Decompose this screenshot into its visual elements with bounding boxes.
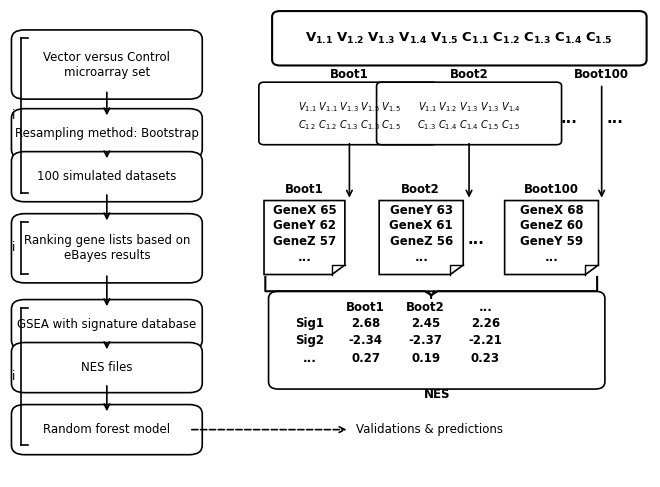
Polygon shape [379,201,463,275]
Text: Boot2: Boot2 [401,183,440,196]
Text: 2.26: 2.26 [471,317,500,330]
Text: GeneZ 56: GeneZ 56 [389,235,453,248]
Text: Vector versus Control
microarray set: Vector versus Control microarray set [44,51,170,78]
FancyBboxPatch shape [11,405,202,455]
Text: NES: NES [424,388,450,401]
Text: -2.21: -2.21 [469,335,502,347]
Text: $\mathbf{V_{1.1}\ V_{1.2}\ V_{1.3}\ V_{1.4}\ V_{1.5}\ C_{1.1}\ C_{1.2}\ C_{1.3}\: $\mathbf{V_{1.1}\ V_{1.2}\ V_{1.3}\ V_{1… [306,31,613,46]
Text: Boot100: Boot100 [574,68,629,81]
Text: Ranking gene lists based on
eBayes results: Ranking gene lists based on eBayes resul… [24,234,190,262]
Text: ...: ... [561,111,578,126]
FancyBboxPatch shape [272,11,647,65]
Text: GeneY 59: GeneY 59 [520,235,583,248]
Polygon shape [505,201,599,275]
Text: Boot1: Boot1 [330,68,369,81]
Text: ...: ... [468,232,484,247]
Text: i: i [12,110,15,122]
FancyBboxPatch shape [259,82,438,145]
Text: ...: ... [298,251,312,264]
Text: $V_{1.1}\ V_{1.1}\ V_{1.3}\ V_{1.5}\ V_{1.5}$: $V_{1.1}\ V_{1.1}\ V_{1.3}\ V_{1.5}\ V_{… [298,101,401,114]
Text: Boot2: Boot2 [449,68,488,81]
Text: $C_{1.2}\ C_{1.2}\ C_{1.3}\ C_{1.3}\ C_{1.5}$: $C_{1.2}\ C_{1.2}\ C_{1.3}\ C_{1.3}\ C_{… [298,118,401,132]
Text: GeneX 65: GeneX 65 [273,204,337,217]
Text: GeneZ 60: GeneZ 60 [520,219,583,232]
Text: GeneX 61: GeneX 61 [389,219,453,232]
FancyBboxPatch shape [11,30,202,99]
Text: ...: ... [544,251,558,264]
Text: -2.34: -2.34 [348,335,383,347]
Text: 0.23: 0.23 [471,352,500,365]
Text: Boot2: Boot2 [407,301,445,314]
FancyBboxPatch shape [269,291,605,389]
FancyBboxPatch shape [11,214,202,283]
Text: $C_{1.3}\ C_{1.4}\ C_{1.4}\ C_{1.5}\ C_{1.5}$: $C_{1.3}\ C_{1.4}\ C_{1.4}\ C_{1.5}\ C_{… [417,118,521,132]
Text: 100 simulated datasets: 100 simulated datasets [37,170,176,183]
Text: 2.45: 2.45 [411,317,440,330]
FancyBboxPatch shape [11,342,202,393]
Text: GeneX 68: GeneX 68 [519,204,583,217]
Text: GSEA with signature database: GSEA with signature database [17,318,197,331]
Text: ...: ... [478,301,492,314]
Text: ...: ... [414,251,428,264]
Text: Boot1: Boot1 [284,183,323,196]
Text: i: i [12,241,15,254]
Text: ...: ... [606,111,623,126]
Text: Boot100: Boot100 [524,183,579,196]
Text: -2.37: -2.37 [409,335,443,347]
Text: Sig2: Sig2 [295,335,324,347]
FancyBboxPatch shape [11,300,202,350]
Text: Sig1: Sig1 [295,317,324,330]
Text: Validations & predictions: Validations & predictions [356,423,503,436]
Text: 0.19: 0.19 [411,352,440,365]
Text: Boot1: Boot1 [346,301,385,314]
FancyBboxPatch shape [11,109,202,159]
Text: i: i [12,370,15,383]
FancyBboxPatch shape [377,82,562,145]
Text: $V_{1.1}\ V_{1.2}\ V_{1.3}\ V_{1.3}\ V_{1.4}$: $V_{1.1}\ V_{1.2}\ V_{1.3}\ V_{1.3}\ V_{… [418,101,521,114]
Text: 2.68: 2.68 [351,317,380,330]
Text: Resampling method: Bootstrap: Resampling method: Bootstrap [15,127,199,140]
Text: GeneY 63: GeneY 63 [389,204,453,217]
FancyBboxPatch shape [11,151,202,202]
Text: ...: ... [302,352,316,365]
Text: GeneY 62: GeneY 62 [273,219,336,232]
Text: GeneZ 57: GeneZ 57 [273,235,336,248]
Polygon shape [264,201,345,275]
Text: 0.27: 0.27 [351,352,380,365]
Text: NES files: NES files [81,361,133,374]
Text: Random forest model: Random forest model [44,423,170,436]
